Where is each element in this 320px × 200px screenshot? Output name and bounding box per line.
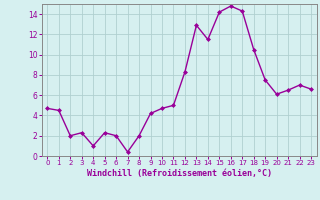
X-axis label: Windchill (Refroidissement éolien,°C): Windchill (Refroidissement éolien,°C) xyxy=(87,169,272,178)
